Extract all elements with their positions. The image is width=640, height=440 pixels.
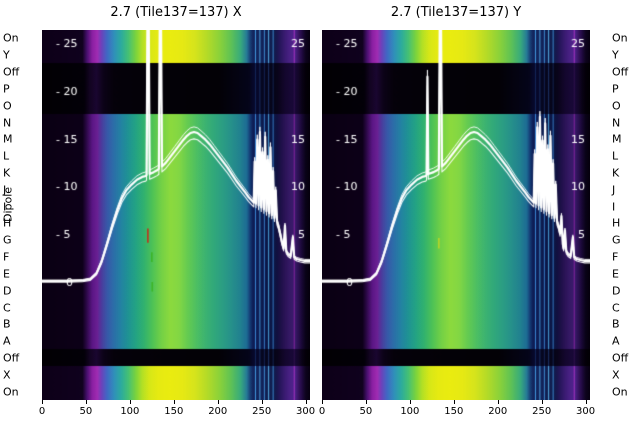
dipole-row-label: J bbox=[3, 183, 7, 197]
x-tick-label: 150 bbox=[444, 406, 464, 417]
x-tick-label: 0 bbox=[38, 406, 46, 417]
panel-x-title: 2.7 (Tile137=137) X bbox=[110, 5, 242, 20]
x-tick-mark bbox=[409, 400, 411, 404]
x-tick-mark bbox=[365, 400, 367, 404]
x-tick-label: 100 bbox=[400, 406, 420, 417]
x-tick-mark bbox=[42, 400, 43, 404]
x-tick-mark bbox=[453, 400, 455, 404]
dipole-row-label: I bbox=[3, 200, 7, 214]
x-tick-label: 200 bbox=[208, 406, 228, 417]
dipole-row-label: On bbox=[612, 385, 628, 399]
x-tick-label: 250 bbox=[532, 406, 552, 417]
dipole-row-label: Off bbox=[612, 65, 629, 79]
dipole-row-label: E bbox=[612, 267, 619, 281]
dipole-row-label: E bbox=[3, 267, 10, 281]
dipole-row-label: Y bbox=[612, 48, 619, 62]
dipole-row-label: D bbox=[612, 284, 621, 298]
dipole-row-label: C bbox=[3, 301, 11, 314]
x-tick-label: 250 bbox=[252, 406, 272, 417]
dipole-row-label: A bbox=[612, 334, 620, 348]
x-tick-mark bbox=[541, 400, 543, 404]
dipole-row-label: O bbox=[612, 99, 621, 113]
dipole-row-label: P bbox=[612, 82, 619, 96]
dipole-row-label: Off bbox=[3, 351, 20, 365]
dipole-row-label: I bbox=[612, 200, 616, 214]
dipole-row-label: On bbox=[612, 31, 628, 45]
dipole-row-label: N bbox=[612, 116, 621, 129]
dipole-row-label: L bbox=[612, 149, 619, 163]
dipole-row-label: Off bbox=[612, 351, 629, 365]
dipole-row-label: B bbox=[612, 317, 620, 331]
dipole-row-label: B bbox=[3, 317, 11, 331]
dipole-row-label: M bbox=[612, 132, 622, 146]
dipole-row-label: G bbox=[3, 233, 12, 247]
x-tick-label: 50 bbox=[359, 406, 373, 417]
dipole-row-label: F bbox=[612, 250, 619, 264]
panel-y: 2.7 (Tile137=137) Y 0 50 100 150 200 250 300 bbox=[318, 0, 595, 440]
x-tick-label: 150 bbox=[164, 406, 184, 417]
x-tick-label: 300 bbox=[576, 406, 596, 417]
x-tick-mark bbox=[261, 400, 263, 404]
dipole-row-label: Off bbox=[3, 65, 20, 79]
panel-x-heatmap bbox=[42, 30, 310, 400]
dipole-row-label: On bbox=[3, 385, 19, 399]
dipole-row-label: K bbox=[3, 166, 11, 180]
dipole-row-label: N bbox=[3, 116, 12, 129]
panel-x: 2.7 (Tile137=137) X 0 50 100 150 200 250 300 bbox=[38, 0, 315, 440]
x-tick-mark bbox=[217, 400, 219, 404]
x-tick-label: 0 bbox=[318, 406, 326, 417]
dipole-row-label: A bbox=[3, 334, 11, 348]
dipole-row-label: Y bbox=[3, 48, 10, 62]
dipole-row-label: L bbox=[3, 149, 10, 163]
panel-y-heatmap bbox=[322, 30, 590, 400]
x-tick-label: 50 bbox=[79, 406, 93, 417]
dipole-row-label: C bbox=[612, 301, 620, 314]
dipole-row-label: On bbox=[3, 31, 19, 45]
x-tick-mark bbox=[129, 400, 131, 404]
x-tick-mark bbox=[585, 400, 587, 404]
dipole-row-label: X bbox=[612, 368, 620, 382]
dipole-row-label: K bbox=[612, 166, 620, 180]
dipole-row-label: X bbox=[3, 368, 11, 382]
x-tick-label: 200 bbox=[488, 406, 508, 417]
dipole-row-label: H bbox=[3, 216, 12, 230]
x-tick-mark bbox=[305, 400, 307, 404]
x-tick-mark bbox=[497, 400, 499, 404]
dipole-row-label: F bbox=[3, 250, 10, 264]
dipole-row-label: P bbox=[3, 82, 10, 96]
dipole-row-label: M bbox=[3, 132, 13, 146]
x-tick-mark bbox=[322, 400, 323, 404]
dipole-row-label: H bbox=[612, 216, 621, 230]
x-tick-mark bbox=[173, 400, 175, 404]
x-tick-label: 100 bbox=[120, 406, 140, 417]
x-tick-label: 300 bbox=[296, 406, 316, 417]
x-tick-mark bbox=[85, 400, 87, 404]
dipole-row-label: O bbox=[3, 99, 12, 113]
dipole-row-label: J bbox=[612, 183, 616, 197]
dipole-row-label: G bbox=[612, 233, 621, 247]
panel-y-title: 2.7 (Tile137=137) Y bbox=[390, 5, 522, 20]
dipole-row-label: D bbox=[3, 284, 12, 298]
